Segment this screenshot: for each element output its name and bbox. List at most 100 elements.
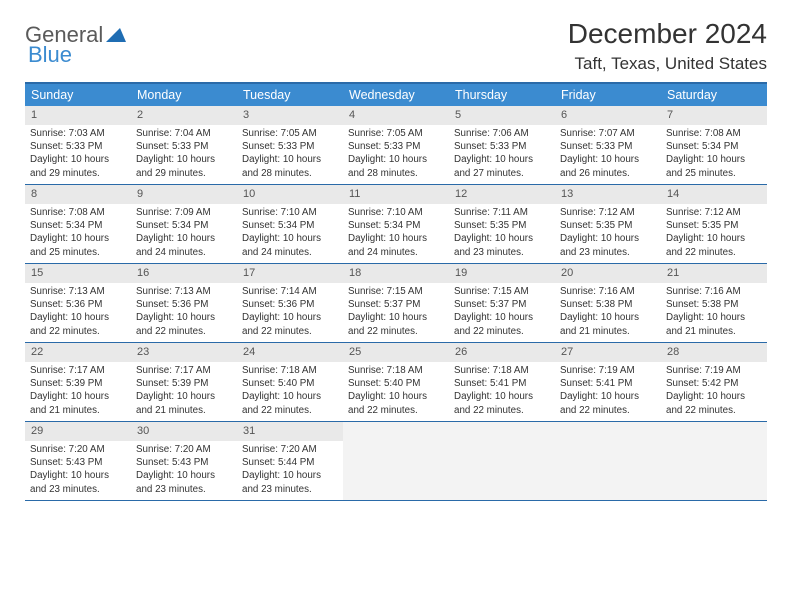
daylight-text: Daylight: 10 hours and 27 minutes. xyxy=(454,153,550,179)
day-cell: 27Sunrise: 7:19 AMSunset: 5:41 PMDayligh… xyxy=(555,343,661,421)
daylight-text: Daylight: 10 hours and 21 minutes. xyxy=(136,390,232,416)
day-number: 4 xyxy=(343,106,449,125)
day-number: 23 xyxy=(131,343,237,362)
sunrise-text: Sunrise: 7:18 AM xyxy=(348,364,444,377)
day-cell: 29Sunrise: 7:20 AMSunset: 5:43 PMDayligh… xyxy=(25,422,131,500)
day-number: 27 xyxy=(555,343,661,362)
day-number: 9 xyxy=(131,185,237,204)
day-body: Sunrise: 7:08 AMSunset: 5:34 PMDaylight:… xyxy=(661,125,767,184)
sunset-text: Sunset: 5:33 PM xyxy=(30,140,126,153)
day-number: 2 xyxy=(131,106,237,125)
day-number: 29 xyxy=(25,422,131,441)
day-number: 30 xyxy=(131,422,237,441)
daylight-text: Daylight: 10 hours and 23 minutes. xyxy=(30,469,126,495)
day-cell: 5Sunrise: 7:06 AMSunset: 5:33 PMDaylight… xyxy=(449,106,555,184)
week-row: 15Sunrise: 7:13 AMSunset: 5:36 PMDayligh… xyxy=(25,264,767,343)
daylight-text: Daylight: 10 hours and 24 minutes. xyxy=(348,232,444,258)
weeks-container: 1Sunrise: 7:03 AMSunset: 5:33 PMDaylight… xyxy=(25,106,767,501)
day-cell: 30 Sunrise: 7:20 AMSunset: 5:43 PMDayligh… xyxy=(131,422,237,500)
day-cell: 16Sunrise: 7:13 AMSunset: 5:36 PMDayligh… xyxy=(131,264,237,342)
sunset-text: Sunset: 5:33 PM xyxy=(242,140,338,153)
sunset-text: Sunset: 5:43 PM xyxy=(30,456,126,469)
day-header-thursday: Thursday xyxy=(449,84,555,106)
day-body: Sunrise: 7:13 AMSunset: 5:36 PMDaylight:… xyxy=(131,283,237,342)
sunset-text: Sunset: 5:38 PM xyxy=(666,298,762,311)
day-number: 10 xyxy=(237,185,343,204)
sunset-text: Sunset: 5:40 PM xyxy=(242,377,338,390)
sunrise-text: Sunrise: 7:06 AM xyxy=(454,127,550,140)
sunset-text: Sunset: 5:35 PM xyxy=(454,219,550,232)
empty-cell xyxy=(449,422,555,500)
sunset-text: Sunset: 5:36 PM xyxy=(30,298,126,311)
daylight-text: Daylight: 10 hours and 22 minutes. xyxy=(136,311,232,337)
sunset-text: Sunset: 5:34 PM xyxy=(30,219,126,232)
title-block: December 2024 Taft, Texas, United States xyxy=(568,18,767,74)
day-header-wednesday: Wednesday xyxy=(343,84,449,106)
day-number: 5 xyxy=(449,106,555,125)
day-body: Sunrise: 7:19 AMSunset: 5:42 PMDaylight:… xyxy=(661,362,767,421)
day-body: Sunrise: 7:15 AMSunset: 5:37 PMDaylight:… xyxy=(343,283,449,342)
day-body: Sunrise: 7:13 AMSunset: 5:36 PMDaylight:… xyxy=(25,283,131,342)
day-number: 19 xyxy=(449,264,555,283)
sunset-text: Sunset: 5:43 PM xyxy=(136,456,232,469)
day-body: Sunrise: 7:11 AMSunset: 5:35 PMDaylight:… xyxy=(449,204,555,263)
day-body: Sunrise: 7:05 AMSunset: 5:33 PMDaylight:… xyxy=(343,125,449,184)
day-body: Sunrise: 7:19 AMSunset: 5:41 PMDaylight:… xyxy=(555,362,661,421)
sunrise-text: Sunrise: 7:16 AM xyxy=(666,285,762,298)
week-row: 1Sunrise: 7:03 AMSunset: 5:33 PMDaylight… xyxy=(25,106,767,185)
day-body: Sunrise: 7:04 AMSunset: 5:33 PMDaylight:… xyxy=(131,125,237,184)
sunset-text: Sunset: 5:37 PM xyxy=(454,298,550,311)
daylight-text: Daylight: 10 hours and 21 minutes. xyxy=(560,311,656,337)
sunrise-text: Sunrise: 7:17 AM xyxy=(30,364,126,377)
sunrise-text: Sunrise: 7:12 AM xyxy=(666,206,762,219)
daylight-text: Daylight: 10 hours and 24 minutes. xyxy=(242,232,338,258)
empty-cell xyxy=(661,422,767,500)
day-cell: 19Sunrise: 7:15 AMSunset: 5:37 PMDayligh… xyxy=(449,264,555,342)
day-body: Sunrise: 7:18 AMSunset: 5:41 PMDaylight:… xyxy=(449,362,555,421)
sunset-text: Sunset: 5:36 PM xyxy=(242,298,338,311)
day-cell: 9Sunrise: 7:09 AMSunset: 5:34 PMDaylight… xyxy=(131,185,237,263)
day-body: Sunrise: 7:20 AMSunset: 5:44 PMDaylight:… xyxy=(237,441,343,500)
day-header-sunday: Sunday xyxy=(25,84,131,106)
day-cell: 7Sunrise: 7:08 AMSunset: 5:34 PMDaylight… xyxy=(661,106,767,184)
day-number: 17 xyxy=(237,264,343,283)
day-body: Sunrise: 7:03 AMSunset: 5:33 PMDaylight:… xyxy=(25,125,131,184)
daylight-text: Daylight: 10 hours and 29 minutes. xyxy=(30,153,126,179)
day-cell: 20Sunrise: 7:16 AMSunset: 5:38 PMDayligh… xyxy=(555,264,661,342)
day-cell: 11Sunrise: 7:10 AMSunset: 5:34 PMDayligh… xyxy=(343,185,449,263)
calendar: SundayMondayTuesdayWednesdayThursdayFrid… xyxy=(25,82,767,501)
day-body: Sunrise: 7:12 AMSunset: 5:35 PMDaylight:… xyxy=(555,204,661,263)
daylight-text: Daylight: 10 hours and 25 minutes. xyxy=(666,153,762,179)
daylight-text: Daylight: 10 hours and 22 minutes. xyxy=(560,390,656,416)
day-body: Sunrise: 7:10 AMSunset: 5:34 PMDaylight:… xyxy=(237,204,343,263)
day-body: Sunrise: 7:15 AMSunset: 5:37 PMDaylight:… xyxy=(449,283,555,342)
daylight-text: Daylight: 10 hours and 22 minutes. xyxy=(666,390,762,416)
day-body: Sunrise: 7:20 AMSunset: 5:43 PMDaylight:… xyxy=(25,441,131,500)
daylight-text: Daylight: 10 hours and 22 minutes. xyxy=(242,390,338,416)
sunset-text: Sunset: 5:36 PM xyxy=(136,298,232,311)
day-number: 16 xyxy=(131,264,237,283)
sunrise-text: Sunrise: 7:20 AM xyxy=(136,443,232,456)
sunset-text: Sunset: 5:44 PM xyxy=(242,456,338,469)
sunset-text: Sunset: 5:34 PM xyxy=(242,219,338,232)
day-header-saturday: Saturday xyxy=(661,84,767,106)
sunset-text: Sunset: 5:33 PM xyxy=(348,140,444,153)
header: General December 2024 Taft, Texas, Unite… xyxy=(25,18,767,74)
day-cell: 3Sunrise: 7:05 AMSunset: 5:33 PMDaylight… xyxy=(237,106,343,184)
sunrise-text: Sunrise: 7:15 AM xyxy=(454,285,550,298)
sunrise-text: Sunrise: 7:18 AM xyxy=(242,364,338,377)
daylight-text: Daylight: 10 hours and 29 minutes. xyxy=(136,153,232,179)
day-body: Sunrise: 7:06 AMSunset: 5:33 PMDaylight:… xyxy=(449,125,555,184)
day-cell: 10Sunrise: 7:10 AMSunset: 5:34 PMDayligh… xyxy=(237,185,343,263)
sunrise-text: Sunrise: 7:10 AM xyxy=(242,206,338,219)
daylight-text: Daylight: 10 hours and 22 minutes. xyxy=(348,311,444,337)
day-body: Sunrise: 7:17 AMSunset: 5:39 PMDaylight:… xyxy=(25,362,131,421)
day-body: Sunrise: 7:18 AMSunset: 5:40 PMDaylight:… xyxy=(237,362,343,421)
day-header-tuesday: Tuesday xyxy=(237,84,343,106)
week-row: 8Sunrise: 7:08 AMSunset: 5:34 PMDaylight… xyxy=(25,185,767,264)
sunrise-text: Sunrise: 7:18 AM xyxy=(454,364,550,377)
sunset-text: Sunset: 5:33 PM xyxy=(560,140,656,153)
sunrise-text: Sunrise: 7:14 AM xyxy=(242,285,338,298)
day-body: Sunrise: 7:09 AMSunset: 5:34 PMDaylight:… xyxy=(131,204,237,263)
daylight-text: Daylight: 10 hours and 23 minutes. xyxy=(136,469,232,495)
